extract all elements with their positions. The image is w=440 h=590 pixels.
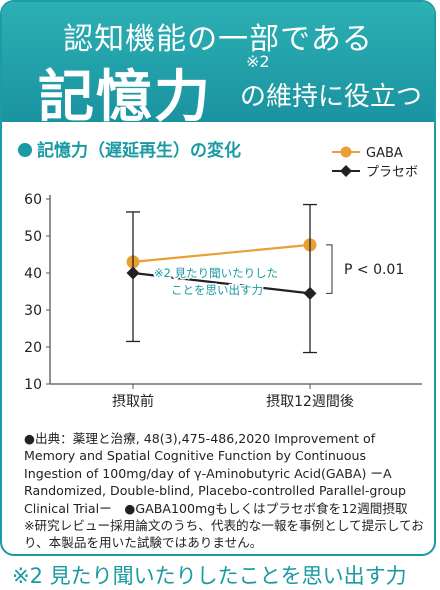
legend-marker [340, 146, 352, 158]
chart-marks: P < 0.01 ※2 見たり聞いたりしたことを思い出す力 [126, 203, 404, 354]
info-card: 認知機能の一部である 記憶力 ※2 の維持に役立つ 記憶力（遅延再生）の変化 1… [0, 0, 436, 556]
header-banner: 認知機能の一部である 記憶力 ※2 の維持に役立つ [2, 2, 434, 130]
significance-label: P < 0.01 [344, 262, 404, 278]
legend-label: GABA [366, 146, 403, 161]
chart-legend: GABA プラセボ [332, 146, 418, 180]
source-citation: ●出典：薬理と治療, 48(3),475-486,2020 Improvemen… [24, 431, 424, 551]
y-tick-label: 10 [24, 377, 42, 393]
y-tick-label: 30 [24, 303, 42, 319]
data-point [303, 286, 317, 300]
y-tick-label: 60 [24, 192, 42, 208]
x-tick-label: 摂取前 [112, 393, 154, 410]
annotation-text: ことを思い出す力 [171, 283, 263, 297]
section-heading: 記憶力（遅延再生）の変化 [18, 136, 241, 161]
memory-chart: 10 20 30 40 50 60 摂取前 摂取12週間後 P < 0.01 ※2 見たり聞いた… [24, 146, 422, 410]
annotation-text: ※2 見たり聞いたりした [154, 266, 278, 280]
y-tick-label: 20 [24, 340, 42, 356]
headline-line2: の維持に役立つ [240, 82, 423, 112]
headline-note-mark: ※2 [246, 52, 270, 71]
footnote: ※2 見たり聞いたりしたことを思い出す力 [12, 564, 407, 588]
legend-marker [340, 165, 352, 177]
headline-big: 記憶力 [38, 65, 212, 130]
x-tick-label: 摂取12週間後 [266, 394, 354, 410]
y-tick-label: 50 [24, 229, 42, 245]
y-tick-label: 40 [24, 266, 42, 282]
bullet-icon [18, 143, 32, 157]
data-point [126, 266, 140, 280]
significance-bracket [326, 244, 333, 294]
section-title: 記憶力（遅延再生）の変化 [37, 141, 241, 161]
series-line [132, 243, 311, 263]
legend-label: プラセボ [366, 165, 418, 180]
headline-line1: 認知機能の一部である [63, 22, 373, 57]
series-line [132, 271, 311, 295]
chart-axes: 10 20 30 40 50 60 摂取前 摂取12週間後 [24, 192, 422, 410]
